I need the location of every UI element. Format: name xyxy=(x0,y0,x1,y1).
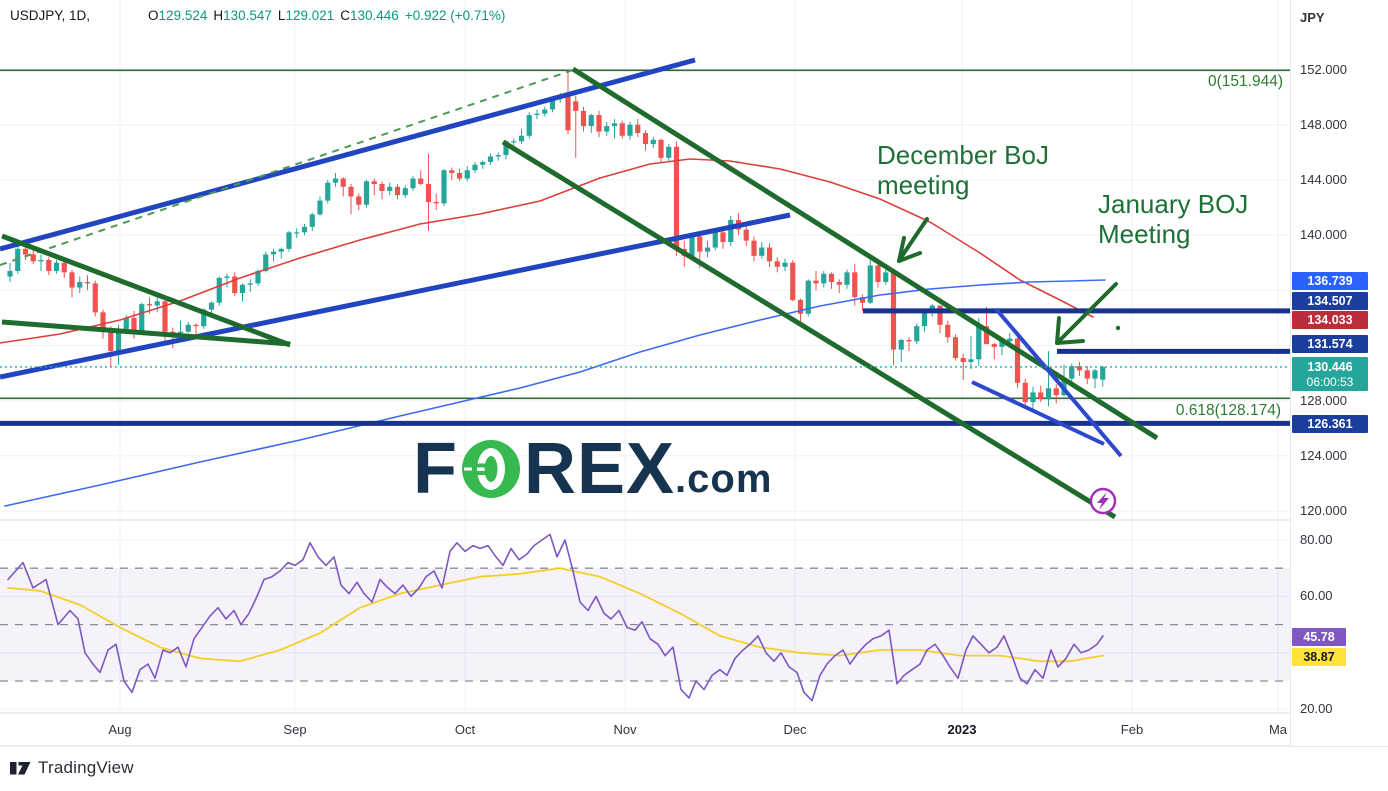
watermark-rex: REX xyxy=(523,429,676,509)
price-label-130.446: 130.446 06:00:53 xyxy=(1292,357,1368,391)
price-tick-label: 148.000 xyxy=(1300,117,1347,132)
watermark-dotcom: .com xyxy=(675,457,773,501)
time-axis[interactable]: Aug Sep Oct Nov Dec 2023 Feb Ma xyxy=(0,713,1291,746)
forex-o-logo-icon xyxy=(461,440,520,498)
annotation-december-boj[interactable]: December BoJ meeting xyxy=(877,140,1049,200)
time-tick-Oct: Oct xyxy=(454,722,476,737)
price-tick-label: 128.000 xyxy=(1300,393,1347,408)
price-label-134.033: 134.033 xyxy=(1292,310,1368,329)
ohlc-close: C130.446 xyxy=(340,8,399,23)
price-tick-label: 140.000 xyxy=(1300,227,1347,242)
price-label-136.739: 136.739 xyxy=(1292,272,1368,290)
time-tick-Nov: Nov xyxy=(613,722,637,737)
tradingview-logo-icon xyxy=(10,761,31,774)
price-tick-label: 152.000 xyxy=(1300,62,1347,77)
ohlc-open: O129.524 xyxy=(148,8,208,23)
fib-level-0-label: 0(151.944) xyxy=(1208,73,1283,90)
price-label-134.507: 134.507 xyxy=(1292,292,1368,310)
rsi-tick-label: 60.00 xyxy=(1300,588,1333,603)
watermark-f: F xyxy=(413,429,458,509)
symbol-title[interactable]: USDJPY, 1D, xyxy=(10,8,91,23)
price-label-38.87: 38.87 xyxy=(1292,648,1346,666)
time-tick-Dec: Dec xyxy=(783,722,807,737)
price-tick-label: 144.000 xyxy=(1300,172,1347,187)
rsi-tick-label: 80.00 xyxy=(1300,532,1333,547)
tradingview-label: TradingView xyxy=(38,758,134,777)
ohlc-low: L129.021 xyxy=(277,8,335,23)
time-tick-Ma: Ma xyxy=(1268,722,1288,737)
time-tick-Sep: Sep xyxy=(283,722,307,737)
time-tick-Feb: Feb xyxy=(1120,722,1144,737)
time-tick-Aug: Aug xyxy=(108,722,132,737)
annotation-january-boj[interactable]: January BOJ Meeting xyxy=(1098,189,1249,249)
price-tick-label: 124.000 xyxy=(1300,448,1347,463)
symbol-legend[interactable]: USDJPY, 1D, O129.524 H130.547 L129.021 C… xyxy=(10,8,505,23)
forex-com-watermark: F REX .com xyxy=(413,433,772,505)
ohlc-high: H130.547 xyxy=(213,8,272,23)
rsi-tick-label: 20.00 xyxy=(1300,701,1333,716)
axis-currency-label: JPY xyxy=(1300,10,1325,25)
tradingview-branding[interactable]: TradingView xyxy=(10,758,134,778)
price-tick-label: 120.000 xyxy=(1300,503,1347,518)
price-label-45.78: 45.78 xyxy=(1292,628,1346,646)
price-label-131.574: 131.574 xyxy=(1292,335,1368,353)
fib-level-618-label: 0.618(128.174) xyxy=(1175,402,1281,419)
change-value: +0.922 (+0.71%) xyxy=(404,8,506,23)
price-axis[interactable]: JPY 152.000 148.000 144.000 140.000 128.000 12… xyxy=(1291,0,1388,746)
price-label-126.361: 126.361 xyxy=(1292,415,1368,433)
time-tick-2023: 2023 xyxy=(947,722,977,737)
